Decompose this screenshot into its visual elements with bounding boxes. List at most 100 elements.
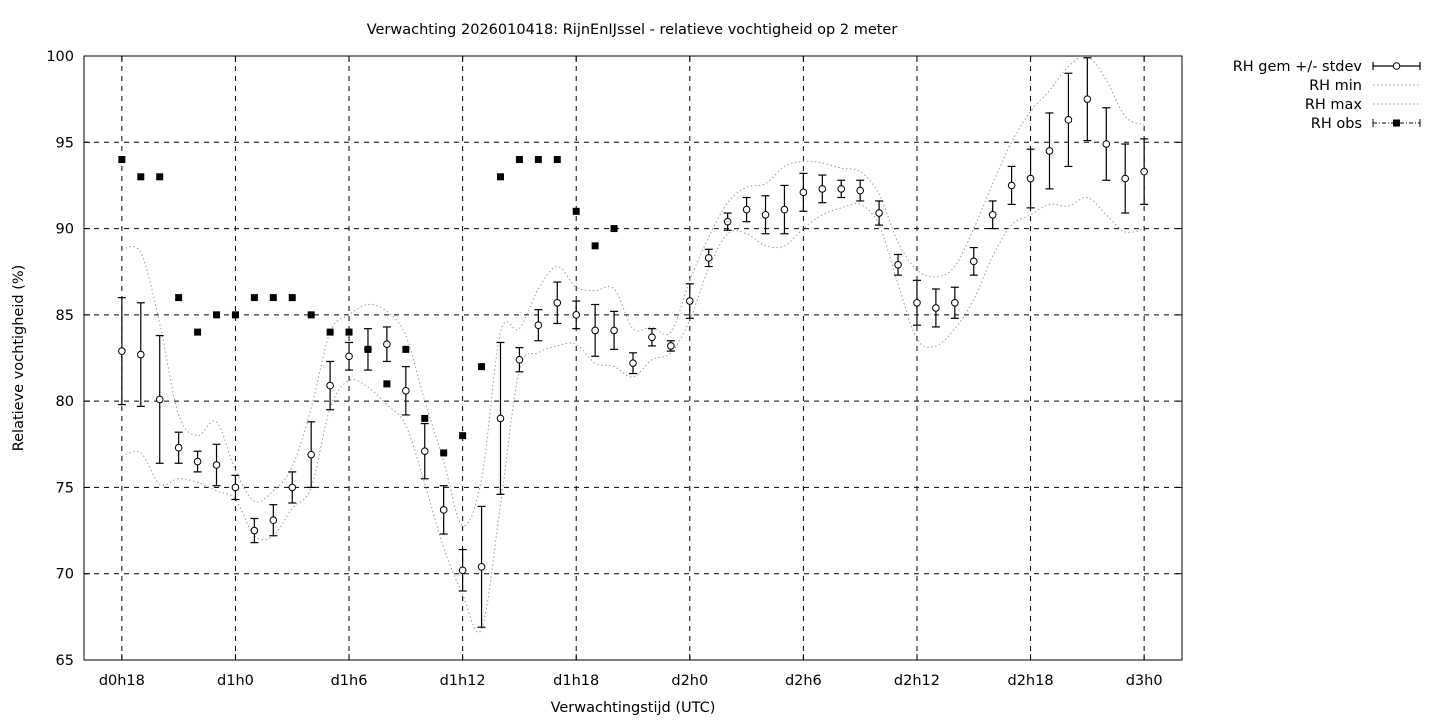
legend-label: RH min (1309, 78, 1362, 94)
obs-point (194, 328, 202, 336)
mean-point (1064, 116, 1073, 124)
obs-point (345, 328, 353, 336)
mean-point (1121, 174, 1130, 183)
rh-min-line (121, 196, 1145, 633)
legend-label: RH obs (1311, 116, 1362, 132)
mean-point (648, 333, 656, 342)
obs-point (288, 294, 296, 302)
mean-point (212, 461, 221, 469)
obs-point (610, 225, 618, 233)
y-tick-label: 85 (56, 308, 74, 324)
x-tick-label: d2h12 (894, 673, 940, 689)
obs-point (534, 156, 542, 164)
mean-point (383, 340, 391, 348)
mean-point (439, 506, 448, 514)
mean-point (742, 205, 751, 214)
error-bars (117, 57, 1149, 628)
x-tick-label: d1h0 (217, 673, 254, 689)
x-tick-label: d1h18 (553, 673, 599, 689)
mean-point (667, 342, 675, 350)
mean-point (685, 297, 694, 305)
mean-point (610, 326, 618, 335)
y-tick-label: 75 (56, 480, 74, 496)
mean-point (534, 321, 543, 330)
mean-point (591, 326, 599, 335)
mean-point (572, 311, 581, 319)
obs-point (515, 156, 523, 164)
obs-point (213, 311, 221, 319)
legend-swatch (1372, 119, 1421, 127)
mean-point (932, 304, 940, 312)
legend-label: RH max (1305, 97, 1363, 113)
obs-point (231, 311, 239, 319)
y-tick-label: 90 (56, 222, 74, 238)
y-tick-label: 70 (56, 567, 74, 583)
plot-frame (83, 55, 1183, 661)
mean-point (231, 483, 240, 492)
x-tick-label: d1h12 (440, 673, 486, 689)
mean-point (818, 185, 827, 193)
obs-point (478, 363, 486, 371)
mean-point (988, 210, 997, 219)
mean-point (951, 298, 959, 307)
mean-point (118, 347, 126, 355)
x-tick-label: d3h0 (1126, 673, 1163, 689)
y-tick-label: 95 (56, 135, 74, 151)
mean-point (629, 359, 637, 367)
y-axis-label: Relatieve vochtigheid (%) (11, 265, 27, 452)
x-tick-label: d2h6 (785, 673, 822, 689)
mean-point (174, 443, 183, 452)
obs-point (553, 156, 561, 164)
mean-point (969, 257, 978, 266)
y-tick-label: 80 (56, 394, 74, 410)
obs-point (326, 328, 334, 336)
obs-point (440, 449, 448, 457)
mean-point (913, 298, 921, 307)
mean-point (856, 186, 864, 195)
chart-title: Verwachting 2026010418: RijnEnIJssel - r… (367, 22, 898, 38)
mean-point (1102, 140, 1111, 148)
legend-swatch (1372, 62, 1421, 70)
mean-point (193, 457, 202, 466)
mean-point (799, 188, 808, 197)
mean-point (515, 355, 524, 364)
x-tick-label: d2h18 (1008, 673, 1054, 689)
mean-point (477, 563, 486, 571)
mean-point (1007, 181, 1016, 190)
obs-point (156, 173, 164, 181)
obs-point (591, 242, 599, 250)
mean-point (894, 261, 902, 269)
mean-point (1045, 147, 1054, 155)
mean-point (345, 352, 353, 361)
x-tick-label: d2h0 (671, 673, 708, 689)
mean-point (704, 254, 713, 262)
legend-label: RH gem +/- stdev (1233, 59, 1363, 75)
x-axis-label: Verwachtingstijd (UTC) (551, 700, 716, 716)
obs-point (307, 311, 315, 319)
x-axis-ticks: d0h18 d1h0 d1h6 d1h12 d1h18 d2h0 d2h6 d2h12 d2h1… (99, 56, 1163, 689)
obs-point (364, 345, 372, 353)
mean-point (402, 386, 410, 395)
min-max-lines (121, 55, 1145, 633)
legend: RH gem +/- stdev RH min RH max RH obs (1233, 59, 1421, 132)
mean-point (250, 526, 259, 535)
mean-point (269, 516, 278, 525)
mean-point (553, 298, 562, 307)
mean-points (118, 95, 1148, 575)
obs-point (459, 432, 467, 440)
mean-point (837, 185, 846, 193)
mean-point (155, 395, 164, 404)
obs-point (269, 294, 277, 302)
mean-point (307, 450, 315, 459)
mean-point (420, 447, 429, 455)
mean-point (458, 566, 467, 575)
mean-point (723, 217, 732, 226)
obs-point (250, 294, 258, 302)
x-tick-label: d1h6 (331, 673, 368, 689)
mean-point (326, 381, 334, 390)
mean-point (761, 210, 770, 219)
mean-point (288, 483, 297, 492)
mean-point (1083, 95, 1092, 103)
rh-max-line (121, 55, 1145, 527)
obs-point (118, 156, 126, 164)
